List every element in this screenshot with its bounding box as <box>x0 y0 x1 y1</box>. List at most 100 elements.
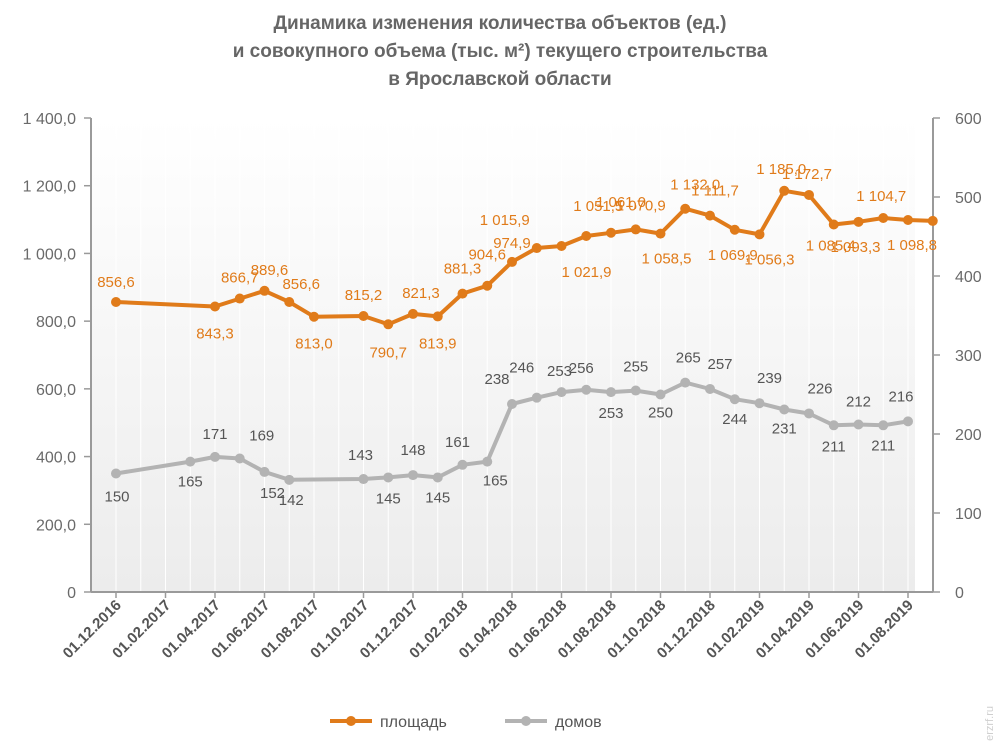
area-data-label: 821,3 <box>402 285 440 302</box>
area-point <box>878 212 889 223</box>
houses-point <box>383 472 394 483</box>
houses-point <box>210 451 220 462</box>
area-point <box>828 219 839 230</box>
houses-data-label: 253 <box>598 405 623 422</box>
area-point <box>309 311 319 322</box>
area-point <box>655 228 666 239</box>
area-data-label: 813,9 <box>419 335 457 352</box>
houses-data-label: 150 <box>104 489 129 506</box>
houses-point <box>457 459 468 470</box>
y-left-tick-label: 400,0 <box>36 450 76 467</box>
houses-data-label: 238 <box>484 371 509 388</box>
y-left-tick-label: 600,0 <box>36 382 76 399</box>
houses-point <box>234 453 245 464</box>
area-point <box>457 288 468 299</box>
area-point <box>606 227 616 238</box>
houses-data-label: 143 <box>348 447 373 464</box>
area-point <box>432 311 443 322</box>
gridlines <box>115 118 909 592</box>
area-data-label: 1 070,9 <box>616 197 666 214</box>
houses-data-label: 145 <box>376 490 401 507</box>
legend-label: домов <box>555 714 602 731</box>
houses-data-label: 257 <box>707 356 732 373</box>
y-right-tick-label: 300 <box>955 348 982 365</box>
area-data-label: 974,9 <box>493 235 531 252</box>
houses-data-label: 211 <box>822 438 846 455</box>
legend-swatch-marker <box>521 716 531 726</box>
area-data-label: 790,7 <box>369 344 407 361</box>
houses-data-label: 152 <box>260 485 285 502</box>
houses-point <box>284 474 295 485</box>
area-data-label: 1 098,8 <box>887 237 937 254</box>
area-data-label: 813,0 <box>295 336 333 353</box>
area-point <box>111 296 121 307</box>
houses-point <box>705 383 715 394</box>
area-point <box>680 203 691 214</box>
chart-title-line-2: и совокупного объема (тыс. м²) текущего … <box>232 41 768 62</box>
area-point <box>581 230 592 241</box>
plot-area <box>91 118 915 592</box>
houses-point <box>111 468 121 479</box>
chart-title-line-3: в Ярославской области <box>388 69 612 90</box>
houses-point <box>655 389 666 400</box>
area-point <box>804 189 814 200</box>
houses-point <box>729 394 740 405</box>
houses-data-label: 169 <box>249 427 274 444</box>
legend-swatch-marker <box>346 716 356 726</box>
houses-data-label: 256 <box>569 360 594 377</box>
legend-label: площадь <box>380 714 447 731</box>
area-data-label: 1 051,5 <box>573 198 623 215</box>
area-data-label: 856,6 <box>97 274 135 291</box>
houses-point <box>507 398 517 409</box>
legend: площадь домов <box>330 714 602 731</box>
houses-data-label: 171 <box>202 426 227 443</box>
series-area: 856,6843,3866,7889,6856,6813,0815,2790,7… <box>97 161 938 361</box>
area-data-label: 1 058,5 <box>641 251 691 268</box>
y-right-tick-label: 100 <box>955 506 982 523</box>
area-point <box>705 210 715 221</box>
area-data-label: 1 185,0 <box>756 161 806 178</box>
area-data-label: 1 172,7 <box>782 166 832 183</box>
houses-data-label: 253 <box>547 363 572 380</box>
area-point <box>210 301 220 312</box>
houses-point <box>531 392 542 403</box>
houses-point <box>432 472 443 483</box>
area-point <box>259 285 270 296</box>
area-data-label: 1 111,7 <box>691 183 739 200</box>
y-right-tick-label: 200 <box>955 427 982 444</box>
area-data-label: 904,6 <box>468 247 506 264</box>
houses-data-label: 255 <box>623 359 648 376</box>
area-point <box>358 310 369 321</box>
area-data-label: 1 061,0 <box>596 194 646 211</box>
area-data-label: 1 093,3 <box>830 239 880 256</box>
houses-data-label: 148 <box>400 442 425 459</box>
area-point <box>507 256 517 267</box>
area-data-label: 1 085,4 <box>806 238 856 255</box>
houses-data-label: 165 <box>483 473 508 490</box>
y-left-tick-label: 1 200,0 <box>23 179 76 196</box>
area-data-label: 1 132,0 <box>670 177 720 194</box>
area-point <box>853 216 864 227</box>
houses-data-label: 212 <box>846 394 871 411</box>
chart-title: Динамика изменения количества объектов (… <box>0 10 1000 94</box>
area-point <box>556 241 567 252</box>
houses-data-label: 216 <box>888 388 913 405</box>
area-data-label: 1 015,9 <box>480 212 530 229</box>
area-data-label: 856,6 <box>282 276 320 293</box>
houses-point <box>680 377 691 388</box>
area-point <box>754 229 765 240</box>
houses-point <box>779 404 790 415</box>
houses-data-label: 244 <box>722 411 747 428</box>
houses-data-label: 246 <box>509 360 534 377</box>
y-left-tick-label: 1 400,0 <box>23 111 76 128</box>
houses-data-label: 165 <box>178 474 203 491</box>
houses-point <box>828 420 839 431</box>
houses-point <box>903 416 913 427</box>
houses-data-label: 211 <box>871 437 895 454</box>
houses-data-label: 142 <box>279 492 304 509</box>
area-data-label: 815,2 <box>345 287 383 304</box>
area-point <box>408 308 418 319</box>
houses-point <box>581 384 592 395</box>
